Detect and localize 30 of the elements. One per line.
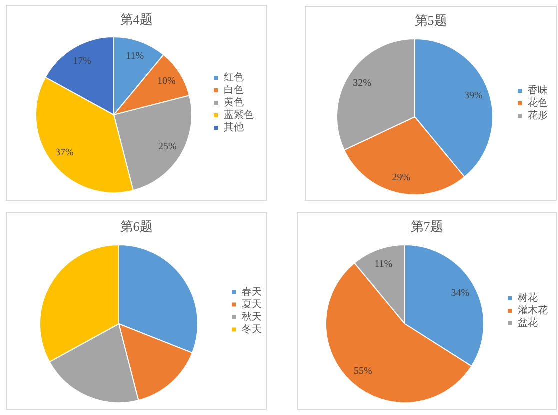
legend-label: 香味: [528, 84, 548, 96]
chart-title: 第7题: [410, 219, 444, 234]
data-label: 29%: [392, 172, 411, 184]
data-label: 55%: [354, 366, 372, 377]
data-label: 17%: [73, 56, 92, 67]
legend-label: 白色: [224, 84, 244, 96]
data-label: 11%: [374, 259, 393, 270]
data-label: 37%: [56, 148, 74, 159]
legend-label: 红色: [224, 72, 244, 84]
legend-label: 灌木花: [518, 304, 548, 316]
legend-label: 盆花: [518, 317, 538, 329]
legend-label: 树花: [518, 292, 538, 304]
legend-label: 花形: [528, 110, 548, 122]
legend-label: 花色: [528, 97, 548, 109]
data-label: 39%: [464, 90, 483, 102]
legend-label: 蓝紫色: [224, 109, 254, 121]
chart-title: 第4题: [120, 12, 153, 27]
data-label: 34%: [451, 288, 470, 300]
data-label: 25%: [158, 141, 177, 152]
chart-title: 第6题: [120, 219, 153, 234]
data-label: 11%: [126, 50, 144, 62]
data-label: 32%: [353, 78, 372, 90]
legend-label: 夏天: [242, 299, 262, 310]
chart-title: 第5题: [414, 13, 448, 28]
legend-label: 其他: [224, 122, 244, 134]
legend-label: 黄色: [224, 96, 244, 108]
legend-label: 冬天: [242, 323, 262, 336]
legend-label: 春天: [242, 286, 262, 298]
legend-label: 秋天: [242, 310, 262, 323]
data-label: 10%: [158, 76, 176, 88]
